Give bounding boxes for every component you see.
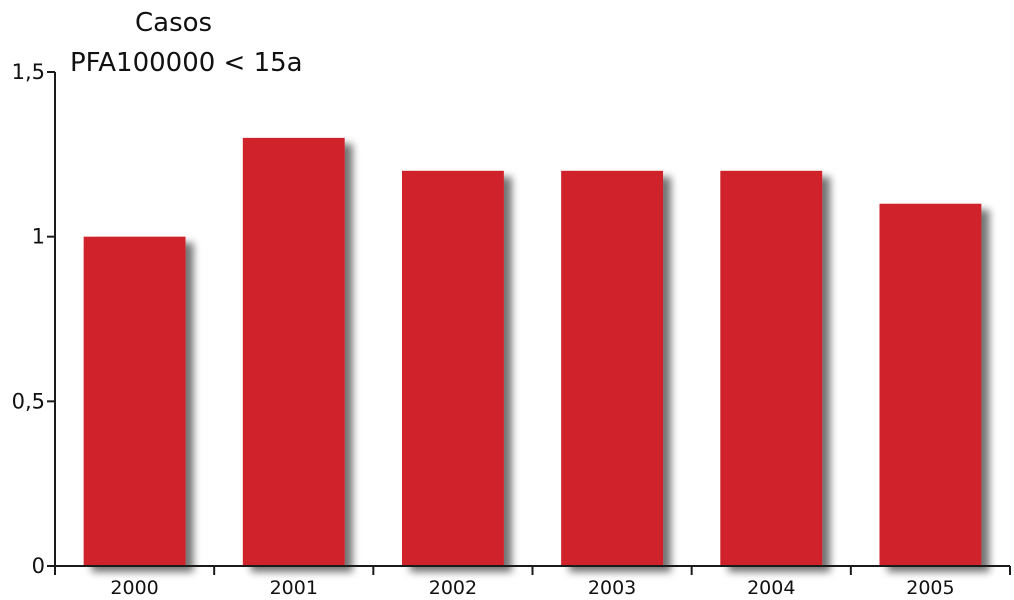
y-axis-title-line2: PFA100000 < 15a	[70, 48, 303, 78]
bar-2005	[879, 203, 982, 566]
y-axis-title-line1: Casos	[135, 8, 213, 38]
y-tick-label-3: 1,5	[12, 60, 45, 84]
bar-2003	[561, 170, 664, 567]
bar-2002	[401, 170, 504, 567]
bars-group	[83, 137, 982, 567]
x-tick-label-2001: 2001	[270, 577, 318, 599]
x-tick-label-2000: 2000	[110, 577, 158, 599]
x-tick-label-2003: 2003	[588, 577, 636, 599]
bar-2001	[242, 137, 345, 566]
x-tick-label-2004: 2004	[747, 577, 795, 599]
y-tick-label-2: 1	[32, 225, 45, 249]
bar-2004	[720, 170, 823, 567]
bar-2000	[83, 236, 186, 566]
x-tick-label-2005: 2005	[906, 577, 954, 599]
y-tick-label-0: 0	[32, 554, 45, 578]
axes-group: 0 0,5 1 1,5 2000 2001 2002 2003 2004 2005	[12, 60, 1011, 599]
y-tick-label-1: 0,5	[12, 389, 45, 413]
x-tick-label-2002: 2002	[429, 577, 477, 599]
